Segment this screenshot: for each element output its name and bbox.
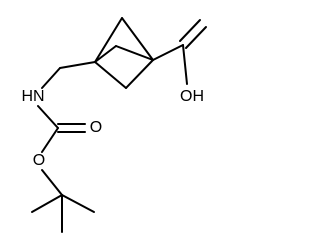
atom-label: O (33, 152, 45, 169)
bond (121, 17, 154, 61)
bond (94, 61, 127, 89)
bond (41, 67, 61, 89)
bond (37, 105, 59, 129)
bond (125, 59, 154, 89)
double-bond (179, 19, 201, 42)
atom-label: OH (180, 88, 204, 105)
double-bond (185, 26, 207, 49)
bond (182, 44, 188, 85)
atom-label: HN (21, 88, 44, 105)
bond (115, 45, 154, 61)
bonds (31, 17, 207, 233)
bond (94, 17, 123, 63)
bond (59, 61, 96, 69)
bond (152, 44, 184, 61)
bond (31, 194, 63, 213)
atom-label: O (90, 119, 102, 136)
bond (61, 194, 95, 213)
molecule-diagram: OH HN O O (21, 17, 207, 233)
bond (41, 127, 59, 153)
bond (94, 45, 117, 63)
bond (41, 169, 63, 196)
